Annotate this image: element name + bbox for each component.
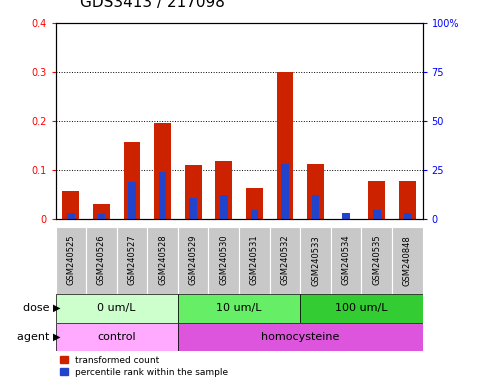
- Text: 0 um/L: 0 um/L: [98, 303, 136, 313]
- Bar: [124, 142, 141, 219]
- Text: GDS3413 / 217098: GDS3413 / 217098: [80, 0, 225, 10]
- Text: homocysteine: homocysteine: [261, 332, 340, 342]
- Bar: [178, 227, 209, 294]
- Bar: [246, 188, 263, 219]
- Text: GSM240525: GSM240525: [66, 235, 75, 285]
- Text: 10 um/L: 10 um/L: [216, 303, 262, 313]
- Bar: [93, 204, 110, 219]
- Text: GSM240526: GSM240526: [97, 235, 106, 285]
- Bar: [178, 294, 300, 323]
- Bar: [277, 72, 293, 219]
- Bar: [281, 164, 289, 219]
- Bar: [189, 198, 197, 219]
- Bar: [86, 227, 117, 294]
- Bar: [369, 181, 385, 219]
- Bar: [209, 227, 239, 294]
- Bar: [98, 214, 105, 219]
- Text: GSM240530: GSM240530: [219, 235, 228, 285]
- Bar: [399, 181, 416, 219]
- Text: dose: dose: [23, 303, 53, 313]
- Bar: [270, 227, 300, 294]
- Bar: [331, 227, 361, 294]
- Bar: [373, 210, 381, 219]
- Text: GSM240529: GSM240529: [189, 235, 198, 285]
- Text: ▶: ▶: [53, 303, 61, 313]
- Text: GSM240533: GSM240533: [311, 235, 320, 286]
- Text: GSM240535: GSM240535: [372, 235, 381, 285]
- Bar: [361, 227, 392, 294]
- Bar: [342, 213, 350, 219]
- Text: agent: agent: [17, 332, 53, 342]
- Text: GSM240534: GSM240534: [341, 235, 351, 285]
- Bar: [117, 227, 147, 294]
- Bar: [251, 210, 258, 219]
- Bar: [312, 195, 319, 219]
- Bar: [215, 161, 232, 219]
- Text: GSM240527: GSM240527: [128, 235, 137, 285]
- Bar: [159, 172, 167, 219]
- Bar: [154, 123, 171, 219]
- Bar: [300, 294, 423, 323]
- Text: GSM240532: GSM240532: [281, 235, 289, 285]
- Bar: [56, 323, 178, 351]
- Bar: [56, 227, 86, 294]
- Bar: [56, 294, 178, 323]
- Text: GSM240531: GSM240531: [250, 235, 259, 285]
- Legend: transformed count, percentile rank within the sample: transformed count, percentile rank withi…: [60, 356, 228, 377]
- Bar: [67, 213, 75, 219]
- Text: 100 um/L: 100 um/L: [335, 303, 388, 313]
- Bar: [300, 227, 331, 294]
- Bar: [147, 227, 178, 294]
- Bar: [220, 195, 227, 219]
- Text: ▶: ▶: [53, 332, 61, 342]
- Bar: [392, 227, 423, 294]
- Text: control: control: [98, 332, 136, 342]
- Bar: [62, 191, 79, 219]
- Bar: [185, 165, 201, 219]
- Text: GSM240848: GSM240848: [403, 235, 412, 286]
- Text: GSM240528: GSM240528: [158, 235, 167, 285]
- Bar: [403, 212, 411, 219]
- Bar: [307, 164, 324, 219]
- Bar: [128, 182, 136, 219]
- Bar: [178, 323, 423, 351]
- Bar: [239, 227, 270, 294]
